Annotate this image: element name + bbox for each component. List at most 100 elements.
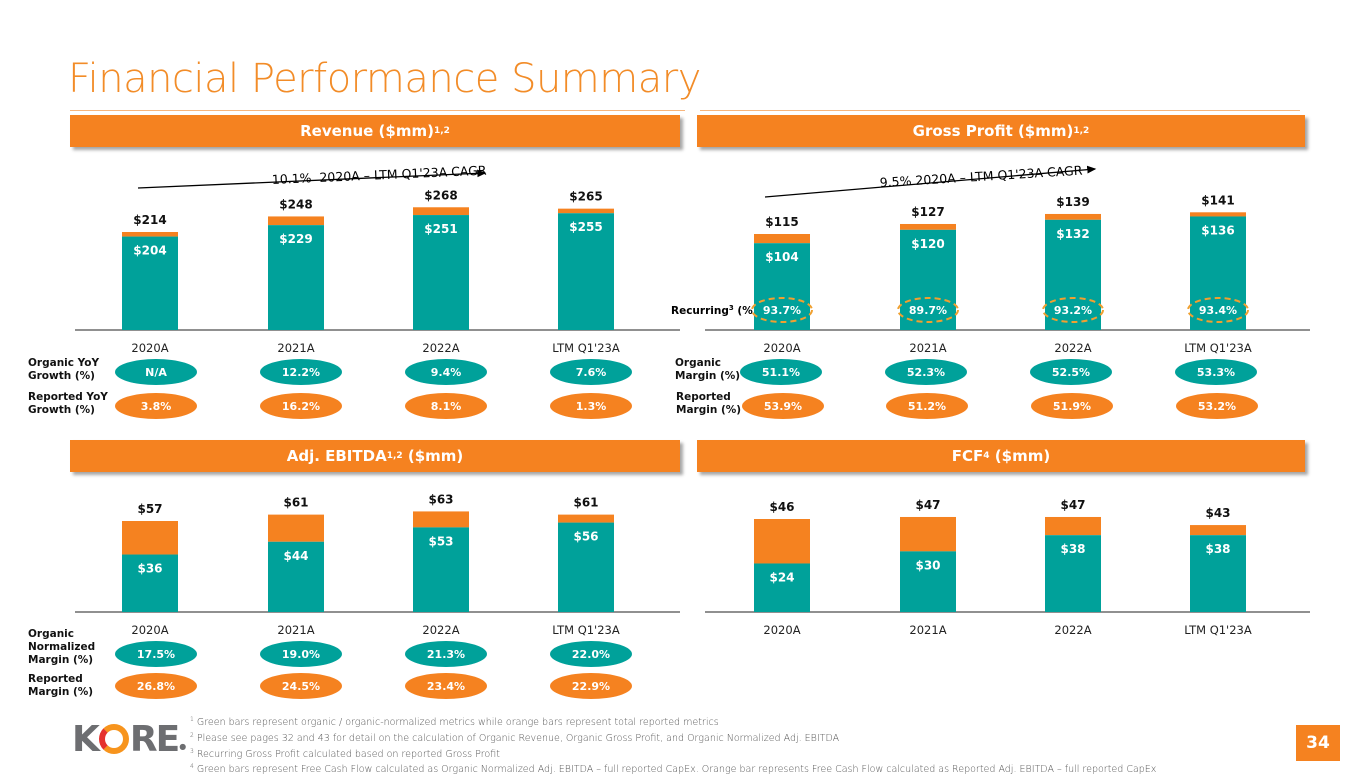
recurring-pct-ellipse bbox=[751, 297, 813, 323]
gross-profit-organic-label: $132 bbox=[1056, 227, 1089, 241]
ebitda-total-label: $61 bbox=[573, 496, 598, 510]
gross-profit-organic-label: $120 bbox=[911, 237, 944, 251]
gross-profit-organic-label: $136 bbox=[1201, 223, 1234, 237]
title-rule-left bbox=[70, 110, 685, 111]
footnote: 1 Green bars represent organic / organic… bbox=[190, 714, 1156, 730]
ebitda-organic-label: $44 bbox=[283, 549, 308, 563]
revenue-organic-bar bbox=[413, 215, 469, 330]
revenue-organic-pill: 7.6% bbox=[550, 359, 632, 385]
recurring-pct-label: 93.2% bbox=[1054, 304, 1092, 317]
fcf-header-post: ($mm) bbox=[989, 447, 1051, 465]
fcf-organic-bar bbox=[1045, 535, 1101, 612]
ebitda-reported-row-label: Reported Margin (%) bbox=[28, 673, 93, 699]
gross-profit-total-label: $139 bbox=[1056, 195, 1089, 209]
fcf-organic-bar bbox=[754, 563, 810, 612]
footnote: 3 Recurring Gross Profit calculated base… bbox=[190, 746, 1156, 762]
fcf-organic-label: $24 bbox=[769, 570, 794, 584]
revenue-header-text: Revenue ($mm) bbox=[300, 122, 434, 140]
revenue-panel-header: Revenue ($mm) 1,2 bbox=[70, 115, 680, 147]
revenue-reported-pill: 1.3% bbox=[550, 393, 632, 419]
revenue-cagr-arrow bbox=[137, 169, 487, 189]
label-line: Growth (%) bbox=[28, 370, 95, 382]
footnote: 4 Green bars represent Free Cash Flow ca… bbox=[190, 761, 1156, 777]
recurring-label: Recurring3 (%) bbox=[671, 304, 758, 317]
title-rule-right bbox=[700, 110, 1300, 111]
label-line: Growth (%) bbox=[28, 404, 95, 416]
ebitda-organic-bar bbox=[268, 541, 324, 612]
fcf-organic-bar bbox=[900, 551, 956, 612]
recurring-pct-label: 93.7% bbox=[763, 304, 801, 317]
gross-profit-organic-bar bbox=[900, 229, 956, 330]
revenue-total-label: $265 bbox=[569, 190, 602, 204]
ebitda-reported-bar bbox=[558, 514, 614, 523]
ebitda-category-label: 2020A bbox=[131, 623, 168, 637]
ebitda-reported-bar bbox=[122, 521, 178, 555]
gross-profit-cagr-label: 9.5% 2020A – LTM Q1'23A CAGR bbox=[879, 163, 1083, 190]
revenue-total-label: $214 bbox=[133, 213, 166, 227]
gross-profit-reported-bar bbox=[754, 234, 810, 244]
revenue-reported-pill: 16.2% bbox=[260, 393, 342, 419]
fcf-category-label: 2020A bbox=[763, 623, 800, 637]
ebitda-organic-pill: 21.3% bbox=[405, 641, 487, 667]
fcf-organic-label: $38 bbox=[1060, 542, 1085, 556]
label-line: Organic bbox=[28, 628, 75, 640]
label-line: Reported YoY bbox=[28, 391, 108, 403]
ebitda-organic-label: $56 bbox=[573, 530, 598, 544]
label-line: Margin (%) bbox=[675, 370, 741, 382]
revenue-reported-bar bbox=[413, 207, 469, 216]
gp-reported-row-label: Reported Margin (%) bbox=[676, 391, 741, 417]
revenue-header-sup: 1,2 bbox=[433, 126, 450, 136]
revenue-reported-bar bbox=[558, 208, 614, 214]
footnote-number: 3 bbox=[190, 747, 194, 755]
gross-profit-total-label: $127 bbox=[911, 205, 944, 219]
gross-profit-organic-label: $104 bbox=[765, 250, 798, 264]
footnote-text: Green bars represent organic / organic-n… bbox=[193, 717, 719, 729]
ebitda-header-pre: Adj. EBITDA bbox=[286, 447, 387, 465]
revenue-reported-pill: 8.1% bbox=[405, 393, 487, 419]
ebitda-reported-bar bbox=[268, 514, 324, 542]
revenue-organic-pill: 9.4% bbox=[405, 359, 487, 385]
gp-reported-pill: 51.2% bbox=[886, 393, 968, 419]
gp-organic-pill: 51.1% bbox=[740, 359, 822, 385]
revenue-organic-pill: N/A bbox=[115, 359, 197, 385]
fcf-reported-bar bbox=[754, 519, 810, 564]
revenue-organic-bar bbox=[122, 236, 178, 330]
revenue-organic-bar bbox=[558, 213, 614, 330]
label-line: Organic YoY bbox=[28, 357, 100, 369]
revenue-organic-pill: 12.2% bbox=[260, 359, 342, 385]
revenue-category-label: 2021A bbox=[277, 341, 314, 355]
revenue-total-label: $248 bbox=[279, 197, 312, 211]
label-line: Reported bbox=[676, 391, 731, 403]
fcf-organic-bar bbox=[1190, 535, 1246, 612]
gross-profit-organic-bar bbox=[1190, 216, 1246, 330]
fcf-organic-label: $30 bbox=[915, 558, 940, 572]
footnote-text: Recurring Gross Profit calculated based … bbox=[193, 748, 500, 760]
fcf-reported-bar bbox=[1190, 525, 1246, 536]
gp-reported-pill: 53.2% bbox=[1176, 393, 1258, 419]
fcf-total-label: $46 bbox=[769, 500, 794, 514]
gross-profit-category-label: 2022A bbox=[1054, 341, 1091, 355]
revenue-organic-label: $255 bbox=[569, 220, 602, 234]
recurring-pct-ellipse bbox=[897, 297, 959, 323]
footnote-number: 1 bbox=[190, 716, 194, 723]
footnote-number: 4 bbox=[190, 763, 194, 771]
gross-profit-total-label: $115 bbox=[765, 215, 798, 229]
revenue-total-label: $268 bbox=[424, 188, 457, 202]
gross-profit-reported-bar bbox=[900, 223, 956, 230]
label-line: Margin (%) bbox=[28, 686, 94, 698]
ebitda-reported-pill: 26.8% bbox=[115, 673, 197, 699]
page-number: 34 bbox=[1296, 725, 1340, 761]
gp-reported-pill: 51.9% bbox=[1031, 393, 1113, 419]
ebitda-organic-pill: 17.5% bbox=[115, 641, 197, 667]
fcf-total-label: $43 bbox=[1205, 506, 1230, 520]
logo-letter-k: K bbox=[72, 718, 100, 760]
gross-profit-organic-bar bbox=[754, 243, 810, 330]
ebitda-organic-bar bbox=[122, 554, 178, 612]
recurring-pct-label: 93.4% bbox=[1199, 304, 1237, 317]
gross-profit-header-text: Gross Profit ($mm) bbox=[912, 122, 1074, 140]
gross-profit-category-label: 2021A bbox=[909, 341, 946, 355]
gp-organic-pill: 52.3% bbox=[885, 359, 967, 385]
gross-profit-cagr-arrow bbox=[764, 165, 1097, 198]
logo-letters-re: RE bbox=[129, 718, 180, 760]
logo-o-ring-icon bbox=[98, 724, 129, 754]
